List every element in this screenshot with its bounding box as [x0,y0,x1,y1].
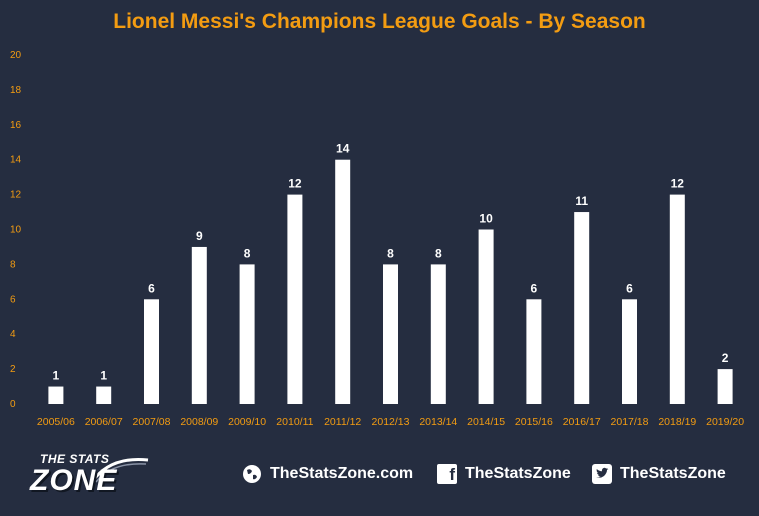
x-tick-label: 2009/10 [228,416,266,428]
bar [287,194,303,404]
y-tick-label: 8 [10,259,16,270]
facebook-icon: f [437,464,457,484]
bar [48,386,64,404]
y-tick-label: 0 [10,399,16,410]
facebook-label: TheStatsZone [465,465,571,482]
bar [383,264,398,404]
bar [669,194,685,404]
y-tick-label: 10 [10,225,22,236]
x-tick-label: 2012/13 [372,416,410,428]
bar-value-label: 1 [53,369,60,383]
chart-title: Lionel Messi's Champions League Goals - … [113,10,646,33]
bar-value-label: 6 [626,281,633,295]
website-link[interactable]: TheStatsZone.com [242,464,413,484]
bar [526,299,542,404]
twitter-icon [592,464,612,484]
x-tick-label: 2015/16 [515,416,553,428]
x-tick-label: 2007/08 [133,416,171,428]
y-tick-label: 20 [10,50,22,61]
bar [430,264,446,404]
bar [96,386,112,404]
x-tick-label: 2019/20 [706,416,744,428]
footer: THE STATS ZONE TheStatsZone.com f TheSta… [0,436,759,516]
y-tick-label: 18 [10,85,22,96]
x-tick-label: 2010/11 [276,416,313,428]
x-tick-label: 2006/07 [85,416,123,428]
logo-arc-icon [90,457,149,483]
bar [191,246,207,404]
twitter-link[interactable]: TheStatsZone [592,464,726,484]
y-tick-label: 16 [10,120,22,131]
y-tick-label: 14 [10,155,22,166]
twitter-label: TheStatsZone [620,465,726,482]
bar-value-label: 10 [479,212,493,226]
bar-chart: 0 2 4 6 8 10 12 14 16 18 20 1 2005/06 1 2006/07 6 2007/0… [10,50,744,428]
bar [239,264,255,404]
bar-value-label: 8 [244,246,251,260]
bar-value-label: 8 [387,246,394,260]
logo-top-text: THE STATS [40,452,110,466]
y-tick-label: 2 [10,364,16,375]
y-tick-label: 6 [10,294,16,305]
bar-value-label: 12 [671,177,685,191]
x-tick-label: 2018/19 [658,416,696,428]
globe-icon [243,465,261,483]
website-label: TheStatsZone.com [270,465,414,482]
x-tick-label: 2016/17 [563,416,601,428]
logo-main-text: ZONE [30,464,118,497]
bar-value-label: 1 [100,369,107,383]
bar [717,369,733,404]
bar [335,159,351,404]
bar [574,212,590,404]
bar-value-label: 11 [575,194,588,208]
bar-value-label: 12 [288,177,302,191]
x-tick-label: 2013/14 [419,416,457,428]
x-tick-label: 2014/15 [467,416,505,428]
bar-value-label: 6 [148,281,155,295]
bar [144,299,159,404]
bar-value-label: 8 [435,246,442,260]
bar-value-label: 9 [196,229,203,243]
x-tick-label: 2005/06 [37,416,75,428]
bar-value-label: 6 [531,281,538,295]
stats-zone-logo: THE STATS ZONE [30,450,160,500]
y-tick-label: 4 [10,329,16,340]
bar-value-label: 14 [336,142,350,156]
bar [622,299,637,404]
x-tick-label: 2017/18 [611,416,649,428]
x-tick-label: 2008/09 [180,416,218,428]
x-tick-label: 2011/12 [324,416,361,428]
bar [478,229,494,404]
y-tick-label: 12 [10,190,22,201]
facebook-link[interactable]: f TheStatsZone [437,464,571,484]
bar-value-label: 2 [722,351,729,365]
